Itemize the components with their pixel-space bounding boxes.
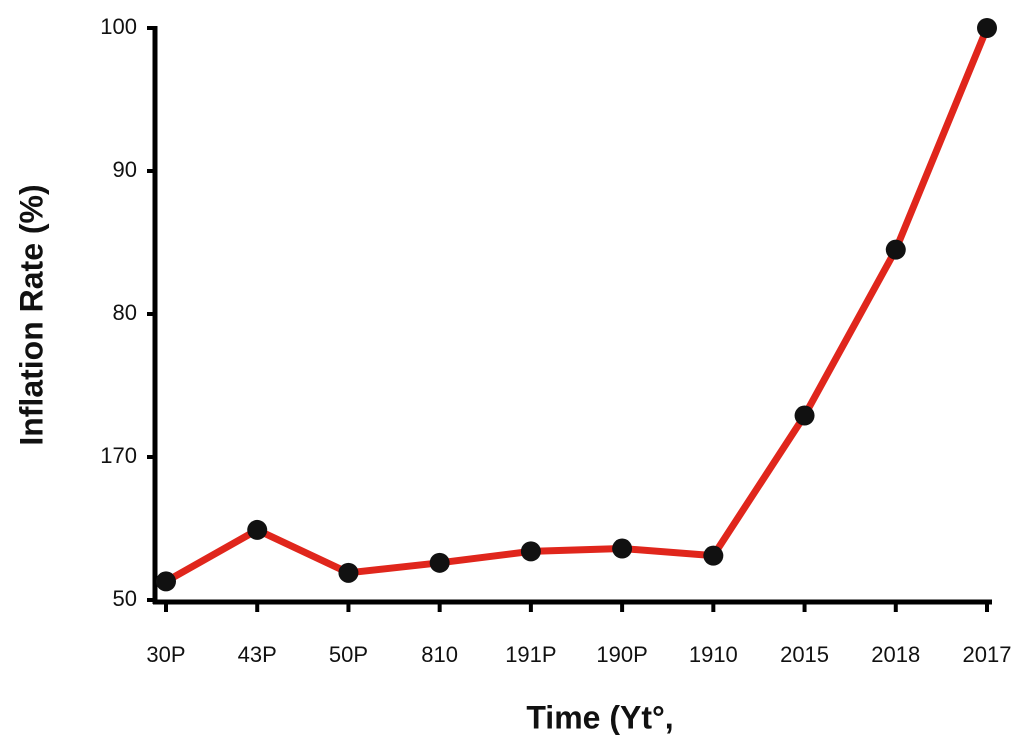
data-point xyxy=(520,541,541,562)
data-point xyxy=(429,552,450,573)
data-point xyxy=(338,562,359,583)
x-tick-label: 2018 xyxy=(871,642,920,667)
y-tick-label: 50 xyxy=(113,586,137,611)
x-tick-label: 50P xyxy=(329,642,368,667)
data-point xyxy=(156,571,176,592)
x-tick-label: 190P xyxy=(596,642,647,667)
x-tick-label: 1910 xyxy=(689,642,738,667)
x-tick-label: 2015 xyxy=(780,642,829,667)
x-tick-label: 191P xyxy=(505,642,556,667)
data-point xyxy=(703,545,724,566)
y-axis-title: Inflation Rate (%) xyxy=(13,184,49,445)
data-point xyxy=(794,405,815,426)
y-tick-label: 100 xyxy=(100,14,137,39)
x-tick-label: 43P xyxy=(238,642,277,667)
x-tick-label: 2017 xyxy=(963,642,1012,667)
data-point xyxy=(885,239,906,260)
data-point xyxy=(977,18,997,38)
x-tick-label: 810 xyxy=(421,642,458,667)
x-axis-title: Time (Yt°, xyxy=(526,699,673,735)
data-point xyxy=(247,519,268,540)
data-point xyxy=(612,538,633,559)
y-tick-label: 170 xyxy=(100,443,137,468)
y-tick-label: 80 xyxy=(113,300,137,325)
x-tick-label: 30P xyxy=(146,642,185,667)
y-tick-label: 90 xyxy=(113,157,137,182)
data-line xyxy=(164,26,991,585)
